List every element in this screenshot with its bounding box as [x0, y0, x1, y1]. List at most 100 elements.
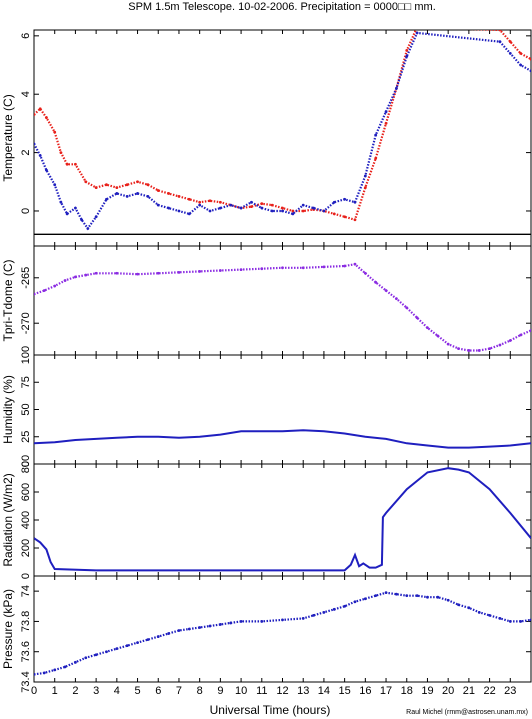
data-point [343, 215, 347, 219]
data-point [353, 262, 357, 266]
series-line-0 [34, 263, 531, 352]
data-point [353, 218, 357, 222]
data-point [94, 653, 98, 657]
x-tick-label: 3 [93, 685, 99, 697]
data-point [301, 203, 305, 207]
data-point [94, 215, 98, 219]
data-point [53, 284, 57, 288]
data-point [394, 297, 398, 301]
data-point [312, 613, 315, 617]
data-point [80, 218, 84, 222]
series-line-1 [34, 31, 531, 231]
data-point [363, 186, 367, 190]
x-tick-label: 18 [401, 685, 413, 697]
data-point [332, 200, 336, 204]
data-point [384, 122, 388, 125]
data-point [405, 306, 409, 310]
data-point [415, 316, 419, 320]
y-axis-label: Tpri-Tdome (C) [1, 259, 15, 341]
data-point [529, 618, 531, 622]
data-point [519, 620, 523, 623]
data-point [467, 606, 471, 610]
data-point [281, 206, 284, 210]
data-point [343, 264, 347, 268]
y-tick-label: 73.8 [20, 611, 32, 632]
y-tick-label: 0 [20, 573, 32, 579]
data-point [416, 26, 419, 29]
data-point [529, 329, 531, 332]
y-tick-label: 75 [20, 376, 32, 388]
data-point [42, 671, 46, 675]
data-point [53, 668, 57, 672]
data-point [363, 271, 367, 275]
x-tick-label: 19 [421, 685, 433, 697]
data-point [322, 610, 326, 614]
data-point [467, 349, 471, 352]
data-point [229, 203, 233, 207]
data-point [508, 51, 512, 55]
data-point [374, 280, 378, 284]
x-tick-label: 4 [114, 685, 120, 697]
data-point [353, 600, 357, 604]
y-tick-label: 74 [20, 585, 32, 597]
data-point [477, 349, 481, 352]
data-point [498, 343, 502, 347]
data-point [59, 151, 63, 154]
x-tick-label: 11 [256, 685, 267, 697]
data-point [136, 641, 139, 645]
data-point [208, 199, 212, 203]
data-point [34, 142, 36, 146]
panel-frame [33, 463, 532, 577]
data-point [187, 627, 191, 631]
plot-area [34, 26, 531, 235]
data-point [363, 597, 367, 601]
data-point [363, 174, 367, 178]
data-point [146, 638, 150, 641]
data-point [436, 595, 440, 599]
data-point [218, 206, 222, 210]
y-tick-label: 2 [20, 150, 32, 156]
series-line-0 [34, 467, 531, 572]
data-point [343, 604, 347, 608]
data-point [34, 292, 36, 296]
data-point [198, 203, 202, 207]
data-point [332, 212, 336, 216]
data-point [457, 347, 460, 351]
x-tick-label: 8 [197, 685, 203, 697]
y-tick-label: 73.6 [20, 641, 32, 662]
data-point [53, 130, 57, 134]
data-point [74, 162, 77, 166]
x-tick-label: 14 [318, 685, 330, 697]
data-point [136, 180, 139, 184]
data-point [229, 621, 233, 625]
data-point [415, 31, 419, 35]
data-point [38, 107, 42, 111]
data-point [167, 192, 171, 195]
data-point [115, 647, 119, 651]
panel-1: -265 -270 Tpri-Tdome (C) [1, 245, 532, 356]
plot-area [34, 467, 531, 572]
y-tick-label: 100 [20, 346, 32, 364]
data-point [374, 594, 378, 598]
data-point [65, 212, 69, 216]
data-point [322, 209, 326, 213]
data-point [115, 271, 119, 275]
data-point [457, 603, 460, 607]
data-point [198, 270, 202, 273]
data-point [384, 591, 388, 595]
x-axis-label: Universal Time (hours) [210, 703, 331, 717]
data-point [177, 270, 181, 274]
x-tick-label: 16 [359, 685, 371, 697]
x-tick-label: 10 [235, 685, 247, 697]
x-axis: 0 1 2 3 4 5 6 7 8 9 10 11 12 13 14 15 16 17 18 19 20 21 22 23 [31, 685, 516, 697]
data-point [156, 635, 160, 638]
y-tick-label: -265 [20, 267, 32, 289]
y-axis-label: Pressure (kPa) [1, 589, 15, 669]
panel-frame [33, 245, 532, 356]
data-point [281, 266, 284, 270]
y-tick-label: 0 [20, 208, 32, 214]
data-point [136, 192, 139, 195]
data-point [343, 197, 347, 201]
data-point [167, 206, 171, 210]
data-point [301, 617, 305, 620]
